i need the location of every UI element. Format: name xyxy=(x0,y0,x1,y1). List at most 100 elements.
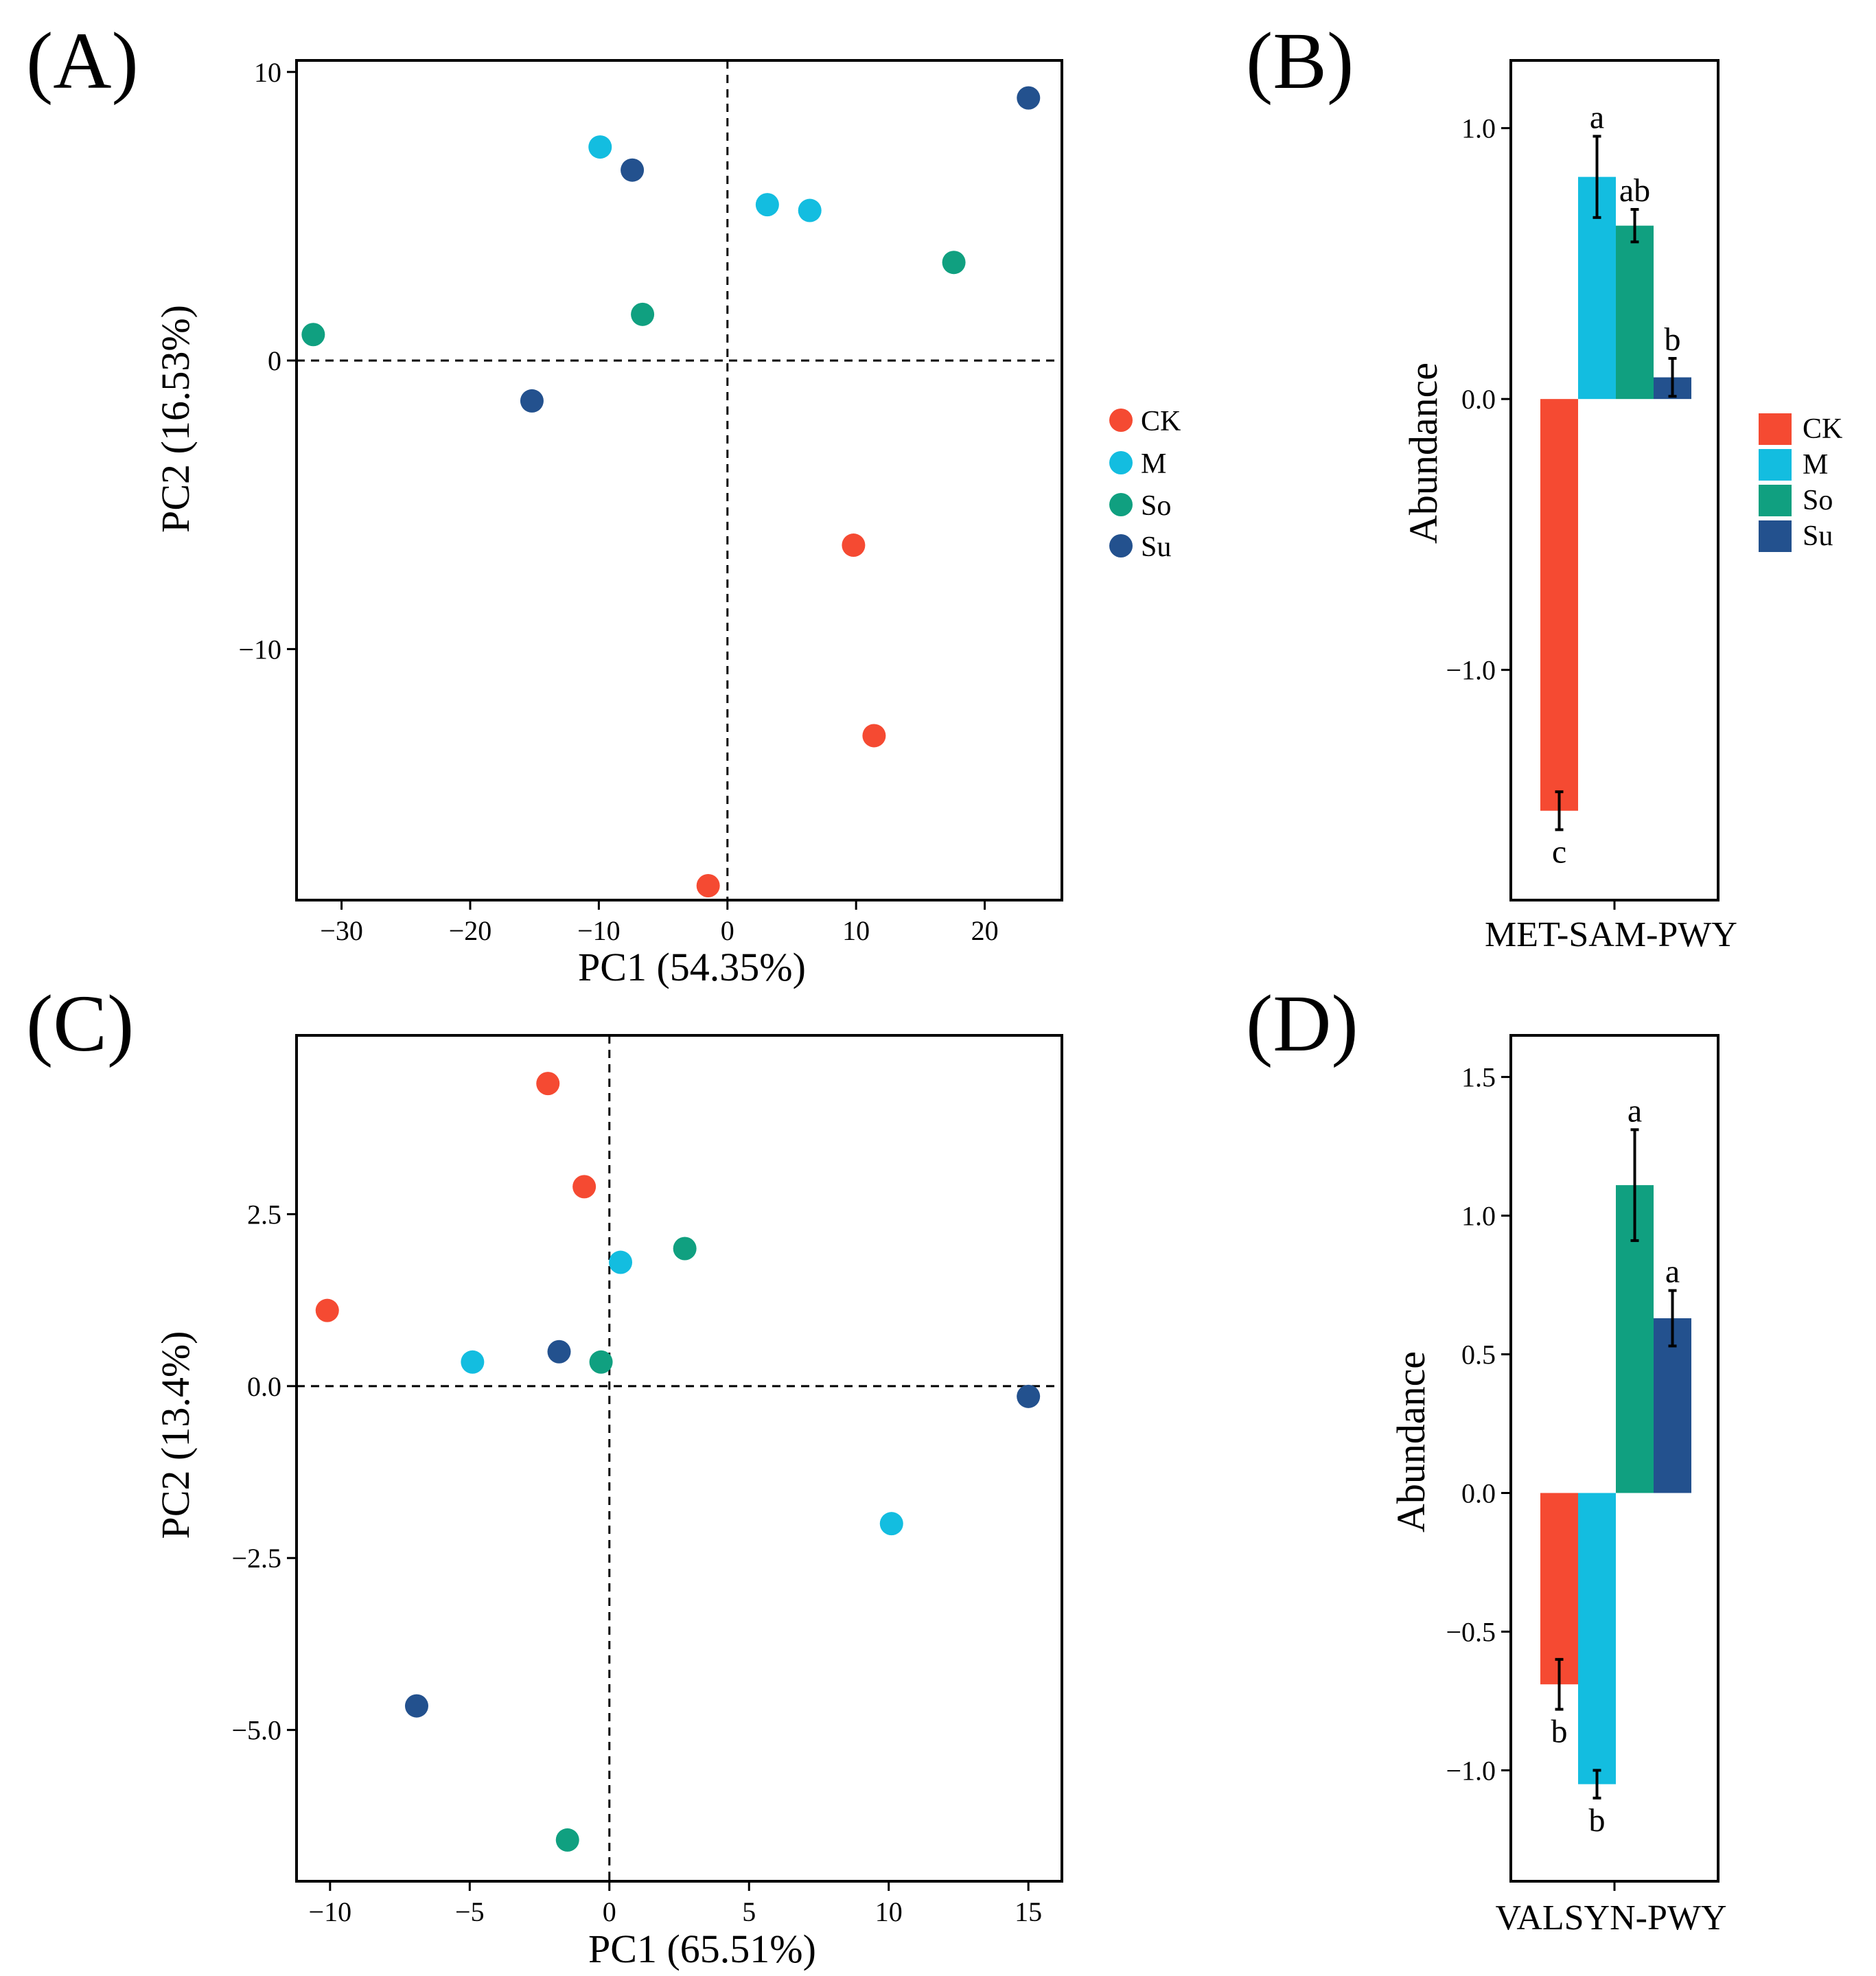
panel-c-point-m-1 xyxy=(609,1250,633,1274)
panel-c-x-tick-label: 5 xyxy=(742,1896,756,1927)
panel-a-point-m-2 xyxy=(755,193,779,217)
panel-b-significance-label-m: a xyxy=(1590,99,1604,135)
panel-d-x-axis-title: VALSYN-PWY xyxy=(1495,1898,1726,1938)
panel-c-pca-scatter: −10 −5 0 5 10 15 −5.0 −2.5 0.0 2.5 xyxy=(231,1034,1063,1927)
legend-b-swatch-m xyxy=(1759,449,1792,481)
panel-b-legend: CK M So Su xyxy=(1759,413,1842,552)
panel-c-x-tick-label: 15 xyxy=(1015,1896,1042,1927)
panel-d-significance-label-ck: b xyxy=(1551,1714,1568,1750)
panel-b-x-axis-title: MET-SAM-PWY xyxy=(1485,915,1737,954)
panel-a-point-m-3 xyxy=(798,198,822,222)
panel-a-point-ck-3 xyxy=(696,873,720,897)
panel-a-legend: CK M So Su xyxy=(1109,406,1181,563)
panel-a-point-su-1 xyxy=(621,158,645,182)
panel-c-x-tick-label: 10 xyxy=(875,1896,903,1927)
panel-c-point-so-3 xyxy=(555,1828,579,1852)
panel-a-x-tick-label: 20 xyxy=(971,915,999,946)
panel-c-point-so-1 xyxy=(673,1237,697,1261)
panel-d-bar-su xyxy=(1654,1318,1691,1493)
panel-c-x-tick-label: 0 xyxy=(603,1896,616,1927)
panel-a-point-ck-1 xyxy=(842,533,866,558)
panel-a-x-tick-label: −30 xyxy=(320,915,363,946)
panel-a-point-so-2 xyxy=(631,302,655,326)
legend-b-swatch-su xyxy=(1759,520,1792,552)
panel-d-y-tick-label: −0.5 xyxy=(1446,1616,1496,1647)
panel-b-y-tick-label: 1.0 xyxy=(1461,113,1496,144)
panel-c-point-ck-3 xyxy=(315,1298,339,1322)
panel-a-x-tick-label: 10 xyxy=(842,915,870,946)
panel-c-point-su-1 xyxy=(547,1340,571,1364)
legend-b-label-ck: CK xyxy=(1803,413,1842,445)
legend-b-label-so: So xyxy=(1803,485,1833,516)
panel-a-point-ck-2 xyxy=(862,724,886,748)
panel-c-point-m-3 xyxy=(879,1512,903,1536)
panel-c-y-tick-label: −5.0 xyxy=(231,1715,281,1746)
panel-a-x-tick-label: −10 xyxy=(577,915,621,946)
panel-a-y-axis-title: PC2 (16.53%) xyxy=(153,305,198,533)
panel-c-y-tick-label: −2.5 xyxy=(231,1543,281,1574)
panel-d-significance-label-so: a xyxy=(1628,1092,1642,1129)
legend-a-swatch-m xyxy=(1109,451,1133,474)
panel-c-plot-frame xyxy=(295,1034,1063,1883)
panel-d-bar-chart: b b a a −1.0 −0.5 0.0 0.5 1.0 1.5 xyxy=(1446,1034,1719,1891)
panel-b-bar-ck xyxy=(1540,399,1578,811)
panel-d-y-tick-label: 0.5 xyxy=(1461,1340,1496,1370)
legend-b-label-m: M xyxy=(1803,449,1828,481)
legend-b-swatch-so xyxy=(1759,485,1792,516)
legend-a-label-ck: CK xyxy=(1141,406,1181,437)
panel-c-x-tick-label: −10 xyxy=(309,1896,352,1927)
panel-a-point-su-3 xyxy=(1017,86,1041,110)
panel-label-d: (D) xyxy=(1246,978,1358,1068)
legend-a-label-su: Su xyxy=(1141,531,1171,563)
panel-b-bar-chart: c a ab b −1.0 0.0 1.0 xyxy=(1446,59,1719,910)
panel-d-y-tick-label: 1.0 xyxy=(1461,1201,1496,1232)
panel-a-y-tick-label: 0 xyxy=(268,345,281,376)
legend-a-swatch-ck xyxy=(1109,409,1133,432)
panel-a-point-su-2 xyxy=(520,389,544,413)
panel-a-x-axis-title: PC1 (54.35%) xyxy=(578,945,806,989)
panel-a-x-tick-label: −20 xyxy=(449,915,492,946)
panel-a-point-so-1 xyxy=(301,323,325,347)
panel-b-y-axis-title: Abundance xyxy=(1401,363,1446,544)
panel-d-bar-ck xyxy=(1540,1493,1578,1685)
panel-d-significance-label-m: b xyxy=(1589,1802,1606,1839)
panel-d-y-axis-title: Abundance xyxy=(1389,1351,1433,1532)
legend-b-label-su: Su xyxy=(1803,520,1833,552)
panel-label-b: (B) xyxy=(1246,16,1354,106)
panel-d-y-tick-label: 0.0 xyxy=(1461,1478,1496,1508)
legend-a-label-so: So xyxy=(1141,490,1171,522)
panel-a-y-tick-label: −10 xyxy=(238,634,281,665)
panel-d-y-tick-label: −1.0 xyxy=(1446,1755,1496,1786)
panel-b-y-tick-label: −1.0 xyxy=(1446,655,1496,686)
panel-c-y-axis-title: PC2 (13.4%) xyxy=(153,1331,198,1539)
panel-c-point-su-2 xyxy=(1017,1384,1041,1408)
legend-a-swatch-su xyxy=(1109,534,1133,558)
legend-a-swatch-so xyxy=(1109,493,1133,516)
panel-c-x-axis-title: PC1 (65.51%) xyxy=(588,1927,816,1971)
panel-d-significance-label-su: a xyxy=(1665,1254,1680,1290)
panel-d-bar-m xyxy=(1578,1493,1616,1784)
legend-a-label-m: M xyxy=(1141,448,1166,480)
panel-a-x-tick-label: 0 xyxy=(721,915,734,946)
panel-label-a: (A) xyxy=(26,16,139,106)
panel-a-y-tick-label: 10 xyxy=(254,57,281,88)
panel-b-significance-label-so: ab xyxy=(1619,172,1650,209)
panel-c-x-tick-label: −5 xyxy=(455,1896,485,1927)
panel-a-pca-scatter: −30 −20 −10 0 10 20 −10 0 10 xyxy=(238,57,1063,946)
panel-label-c: (C) xyxy=(26,978,134,1068)
panel-c-y-tick-label: 0.0 xyxy=(247,1371,281,1402)
panel-b-significance-label-su: b xyxy=(1665,321,1681,358)
panel-c-point-su-3 xyxy=(404,1694,428,1718)
panel-c-y-tick-label: 2.5 xyxy=(247,1199,281,1230)
panel-c-point-ck-2 xyxy=(572,1175,597,1199)
panel-c-point-ck-1 xyxy=(536,1072,560,1096)
panel-d-y-tick-label: 1.5 xyxy=(1461,1062,1496,1093)
panel-b-significance-label-ck: c xyxy=(1552,834,1566,870)
panel-a-point-so-3 xyxy=(942,251,966,275)
panel-a-point-m-1 xyxy=(588,135,612,159)
panel-b-bar-so xyxy=(1616,225,1654,400)
panel-b-y-tick-label: 0.0 xyxy=(1461,384,1496,415)
legend-b-swatch-ck xyxy=(1759,413,1792,445)
panel-c-point-m-2 xyxy=(461,1350,485,1374)
